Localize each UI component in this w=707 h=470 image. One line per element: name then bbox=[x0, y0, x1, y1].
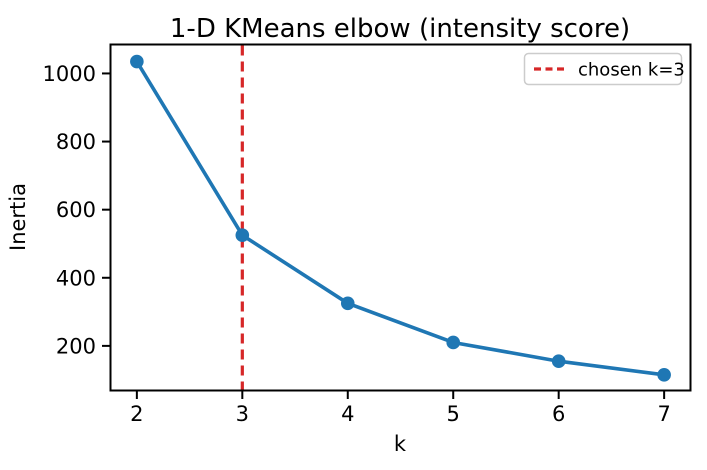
y-axis-label: Inertia bbox=[6, 183, 30, 251]
plot-frame bbox=[109, 43, 692, 392]
y-tick-label: 600 bbox=[56, 198, 96, 222]
x-tick-label: 4 bbox=[341, 402, 354, 426]
legend: chosen k=3 bbox=[523, 52, 685, 86]
data-point-marker bbox=[657, 368, 671, 382]
y-tick-label: 400 bbox=[56, 266, 96, 290]
x-axis-label: k bbox=[394, 432, 407, 456]
ticks-layer: 2 3 4 5 6 7 200 400 600 800 1000 bbox=[43, 62, 671, 426]
x-tick-label: 3 bbox=[236, 402, 249, 426]
series-layer bbox=[130, 54, 671, 382]
x-tick-label: 7 bbox=[657, 402, 670, 426]
y-tick-label: 800 bbox=[56, 130, 96, 154]
data-point-marker bbox=[235, 228, 250, 243]
series-line bbox=[135, 59, 666, 377]
legend-entry-label: chosen k=3 bbox=[578, 60, 685, 81]
y-tick-label: 200 bbox=[56, 334, 96, 358]
x-tick-label: 5 bbox=[447, 402, 460, 426]
legend-box bbox=[523, 52, 683, 86]
data-point-marker bbox=[340, 296, 355, 311]
x-tick-label: 6 bbox=[552, 402, 565, 426]
data-point-marker bbox=[130, 54, 144, 69]
chart-title: 1-D KMeans elbow (intensity score) bbox=[170, 14, 630, 44]
data-point-marker bbox=[551, 354, 566, 369]
y-tick-label: 1000 bbox=[43, 62, 96, 86]
x-tick-label: 2 bbox=[130, 402, 143, 426]
data-point-marker bbox=[446, 335, 461, 350]
